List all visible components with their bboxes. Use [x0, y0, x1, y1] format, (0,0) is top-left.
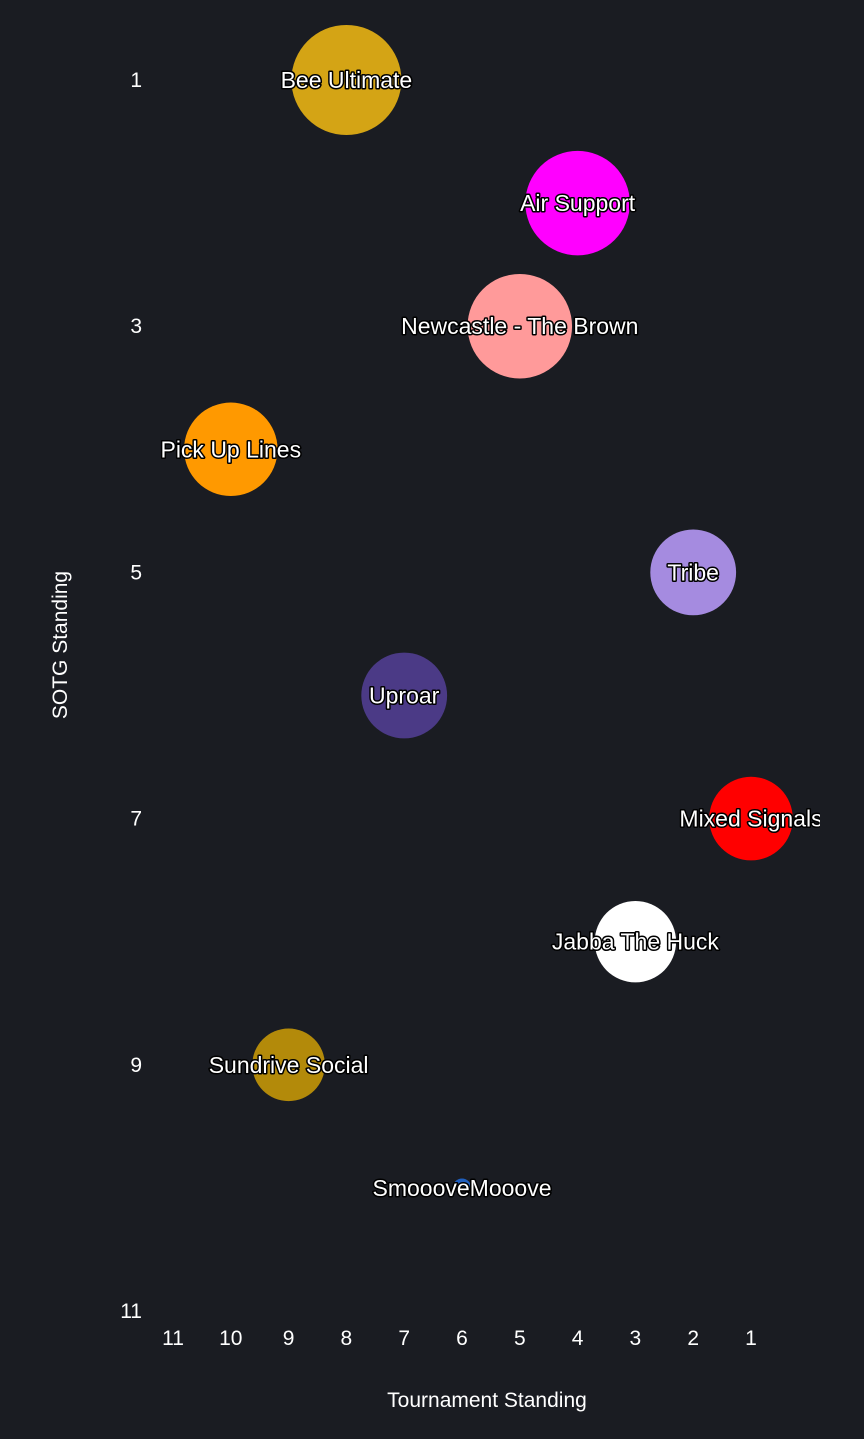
y-tick-label: 11 [120, 1300, 142, 1323]
bubble-label: Uproar [369, 683, 440, 709]
x-tick-label: 4 [572, 1327, 584, 1350]
y-tick-label: 7 [130, 808, 142, 831]
bubble-label: SmoooveMooove [373, 1175, 552, 1201]
bubble-point[interactable] [452, 1178, 472, 1188]
x-tick-label: 7 [398, 1327, 410, 1350]
x-axis-ticks: 11 10 9 8 7 6 5 4 3 2 1 [162, 1327, 757, 1350]
y-tick-label: 5 [130, 561, 142, 584]
bubble-point[interactable] [467, 273, 573, 379]
bubble-label: Newcastle - The Brown [401, 313, 638, 339]
bubble-label: Bee Ultimate [281, 67, 413, 93]
x-tick-label: 10 [219, 1327, 242, 1350]
x-tick-label: 8 [341, 1327, 353, 1350]
bubble-label: Air Support [520, 190, 636, 216]
bubble-point[interactable] [650, 529, 737, 616]
labels-layer: Bee Ultimate Air Support Newcastle - The B… [159, 66, 822, 1203]
bubble-point[interactable] [361, 652, 448, 739]
x-tick-label: 6 [456, 1327, 468, 1350]
y-tick-label: 9 [130, 1054, 142, 1077]
bubble-label: Mixed Signals [679, 806, 822, 832]
x-tick-label: 9 [283, 1327, 295, 1350]
bubble-point[interactable] [525, 150, 630, 256]
y-axis-title: SOTG Standing [49, 571, 72, 719]
x-tick-label: 3 [630, 1327, 642, 1350]
y-tick-label: 1 [130, 69, 142, 92]
bubble-point[interactable] [709, 776, 793, 861]
x-tick-label: 11 [162, 1327, 184, 1350]
bubble-point[interactable] [594, 901, 677, 983]
x-tick-label: 5 [514, 1327, 526, 1350]
y-tick-label: 3 [130, 315, 142, 338]
bubble-point[interactable] [291, 25, 402, 135]
bubble-label: Tribe [667, 559, 719, 585]
bubble-label: Sundrive Social [209, 1052, 369, 1078]
x-axis-title: Tournament Standing [387, 1389, 587, 1412]
x-tick-label: 2 [687, 1327, 699, 1350]
y-axis-ticks: 1 3 5 7 9 11 [120, 69, 142, 1323]
x-tick-label: 1 [745, 1327, 757, 1350]
bubble-point[interactable] [184, 402, 278, 497]
bubble-point[interactable] [252, 1028, 325, 1102]
bubble-label: Pick Up Lines [160, 436, 301, 462]
bubbles-layer [184, 25, 793, 1188]
bubble-label: Jabba The Huck [552, 929, 720, 955]
